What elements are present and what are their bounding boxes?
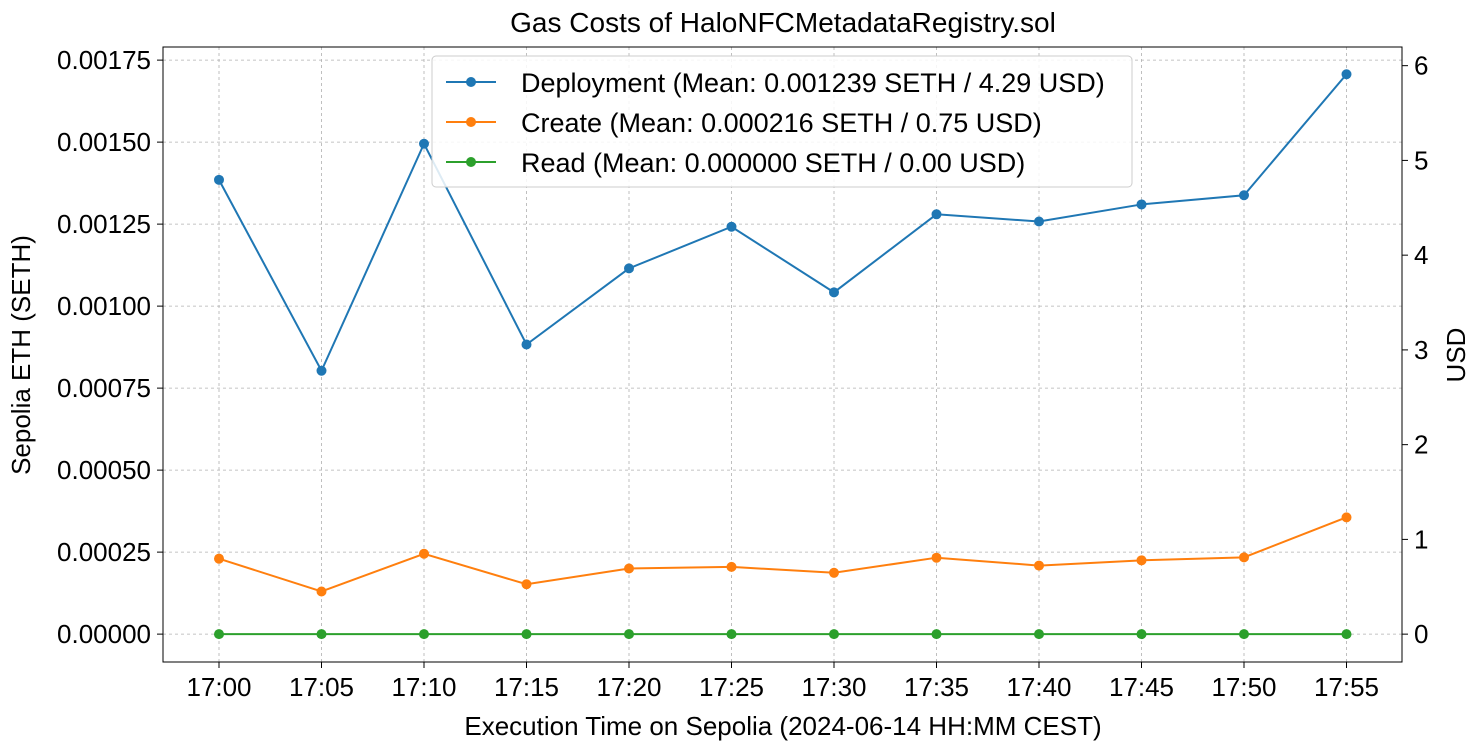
y2-tick-label: 4 — [1414, 240, 1428, 270]
data-point-deployment — [829, 287, 839, 298]
data-point-deployment — [316, 365, 327, 376]
legend-marker-create — [466, 117, 476, 127]
x-tick-label: 17:00 — [186, 672, 251, 702]
data-point-read — [829, 629, 839, 640]
x-tick-label: 17:25 — [699, 672, 764, 702]
y-tick-label: 0.00000 — [57, 619, 151, 649]
y2-tick-label: 6 — [1414, 51, 1428, 81]
data-point-read — [214, 629, 224, 640]
data-point-read — [1239, 629, 1249, 640]
data-point-create — [624, 563, 634, 574]
data-point-deployment — [1136, 199, 1147, 210]
y2-tick-label: 2 — [1414, 430, 1428, 460]
data-point-read — [1136, 629, 1147, 640]
y-axis-left: 0.00000 0.00025 0.00050 0.00075 0.00100 0.001… — [57, 45, 163, 649]
y-tick-label: 0.00125 — [57, 209, 151, 239]
series-line-create — [218, 516, 1347, 593]
y-tick-label: 0.00050 — [57, 455, 151, 485]
x-tick-label: 17:30 — [801, 672, 866, 702]
data-point-deployment — [419, 138, 429, 149]
data-point-create — [726, 561, 737, 572]
y2-tick-label: 0 — [1414, 619, 1428, 649]
data-point-read — [1341, 629, 1352, 640]
data-point-create — [214, 553, 224, 564]
legend-marker-deployment — [466, 77, 476, 87]
y-tick-label: 0.00150 — [57, 127, 151, 157]
data-point-read — [726, 629, 737, 640]
data-point-create — [316, 586, 327, 597]
data-point-deployment — [1341, 69, 1352, 80]
data-point-deployment — [521, 339, 532, 350]
x-tick-label: 17:10 — [391, 672, 456, 702]
data-point-create — [829, 567, 839, 578]
legend-box — [431, 55, 1133, 188]
x-tick-label: 17:20 — [596, 672, 661, 702]
data-point-deployment — [214, 174, 224, 185]
data-point-read — [624, 629, 634, 640]
y2-tick-label: 1 — [1414, 524, 1428, 554]
y2-tick-label: 5 — [1414, 145, 1428, 175]
data-point-create — [521, 579, 532, 590]
legend-label-create: Create (Mean: 0.000216 SETH / 0.75 USD) — [521, 108, 1042, 138]
legend-marker-read — [466, 157, 476, 167]
y2-tick-label: 3 — [1414, 335, 1428, 365]
series-layer — [214, 69, 1352, 640]
plot-frame — [162, 46, 1403, 663]
x-tick-label: 17:55 — [1314, 672, 1379, 702]
x-tick-label: 17:35 — [904, 672, 969, 702]
y-axis-right: 0 1 2 3 4 5 6 — [1402, 51, 1428, 649]
x-axis-label: Execution Time on Sepolia (2024-06-14 HH… — [464, 711, 1101, 741]
data-point-read — [1034, 629, 1044, 640]
data-point-create — [1239, 552, 1249, 563]
x-axis: 17:00 17:05 17:10 17:15 17:20 17:25 17:30 17:35… — [186, 662, 1379, 702]
data-point-create — [931, 552, 942, 563]
series-line-deployment — [218, 73, 1348, 373]
data-point-create — [1034, 560, 1044, 571]
data-point-deployment — [1034, 216, 1044, 227]
data-point-create — [1341, 512, 1352, 523]
y2-axis-label: USD — [1441, 328, 1471, 383]
x-tick-label: 17:45 — [1109, 672, 1174, 702]
y-tick-label: 0.00100 — [57, 291, 151, 321]
y-tick-label: 0.00025 — [57, 537, 151, 567]
data-point-read — [419, 629, 429, 640]
data-point-deployment — [1239, 190, 1249, 201]
data-point-create — [419, 548, 429, 559]
data-point-read — [931, 629, 942, 640]
data-point-deployment — [726, 221, 737, 232]
data-point-create — [1136, 555, 1147, 566]
x-tick-label: 17:50 — [1211, 672, 1276, 702]
x-tick-label: 17:15 — [494, 672, 559, 702]
x-tick-label: 17:05 — [289, 672, 354, 702]
legend: Deployment (Mean: 0.001239 SETH / 4.29 U… — [431, 55, 1133, 188]
legend-label-read: Read (Mean: 0.000000 SETH / 0.00 USD) — [521, 148, 1025, 178]
data-point-read — [316, 629, 327, 640]
data-point-deployment — [931, 209, 942, 220]
legend-label-deployment: Deployment (Mean: 0.001239 SETH / 4.29 U… — [521, 68, 1105, 98]
y-axis-label: Sepolia ETH (SETH) — [6, 235, 36, 475]
data-point-deployment — [624, 263, 634, 274]
chart-title: Gas Costs of HaloNFCMetadataRegistry.sol — [510, 7, 1056, 38]
y-tick-label: 0.00175 — [57, 45, 151, 75]
x-tick-label: 17:40 — [1006, 672, 1071, 702]
y-tick-label: 0.00075 — [57, 373, 151, 403]
data-point-read — [521, 629, 532, 640]
